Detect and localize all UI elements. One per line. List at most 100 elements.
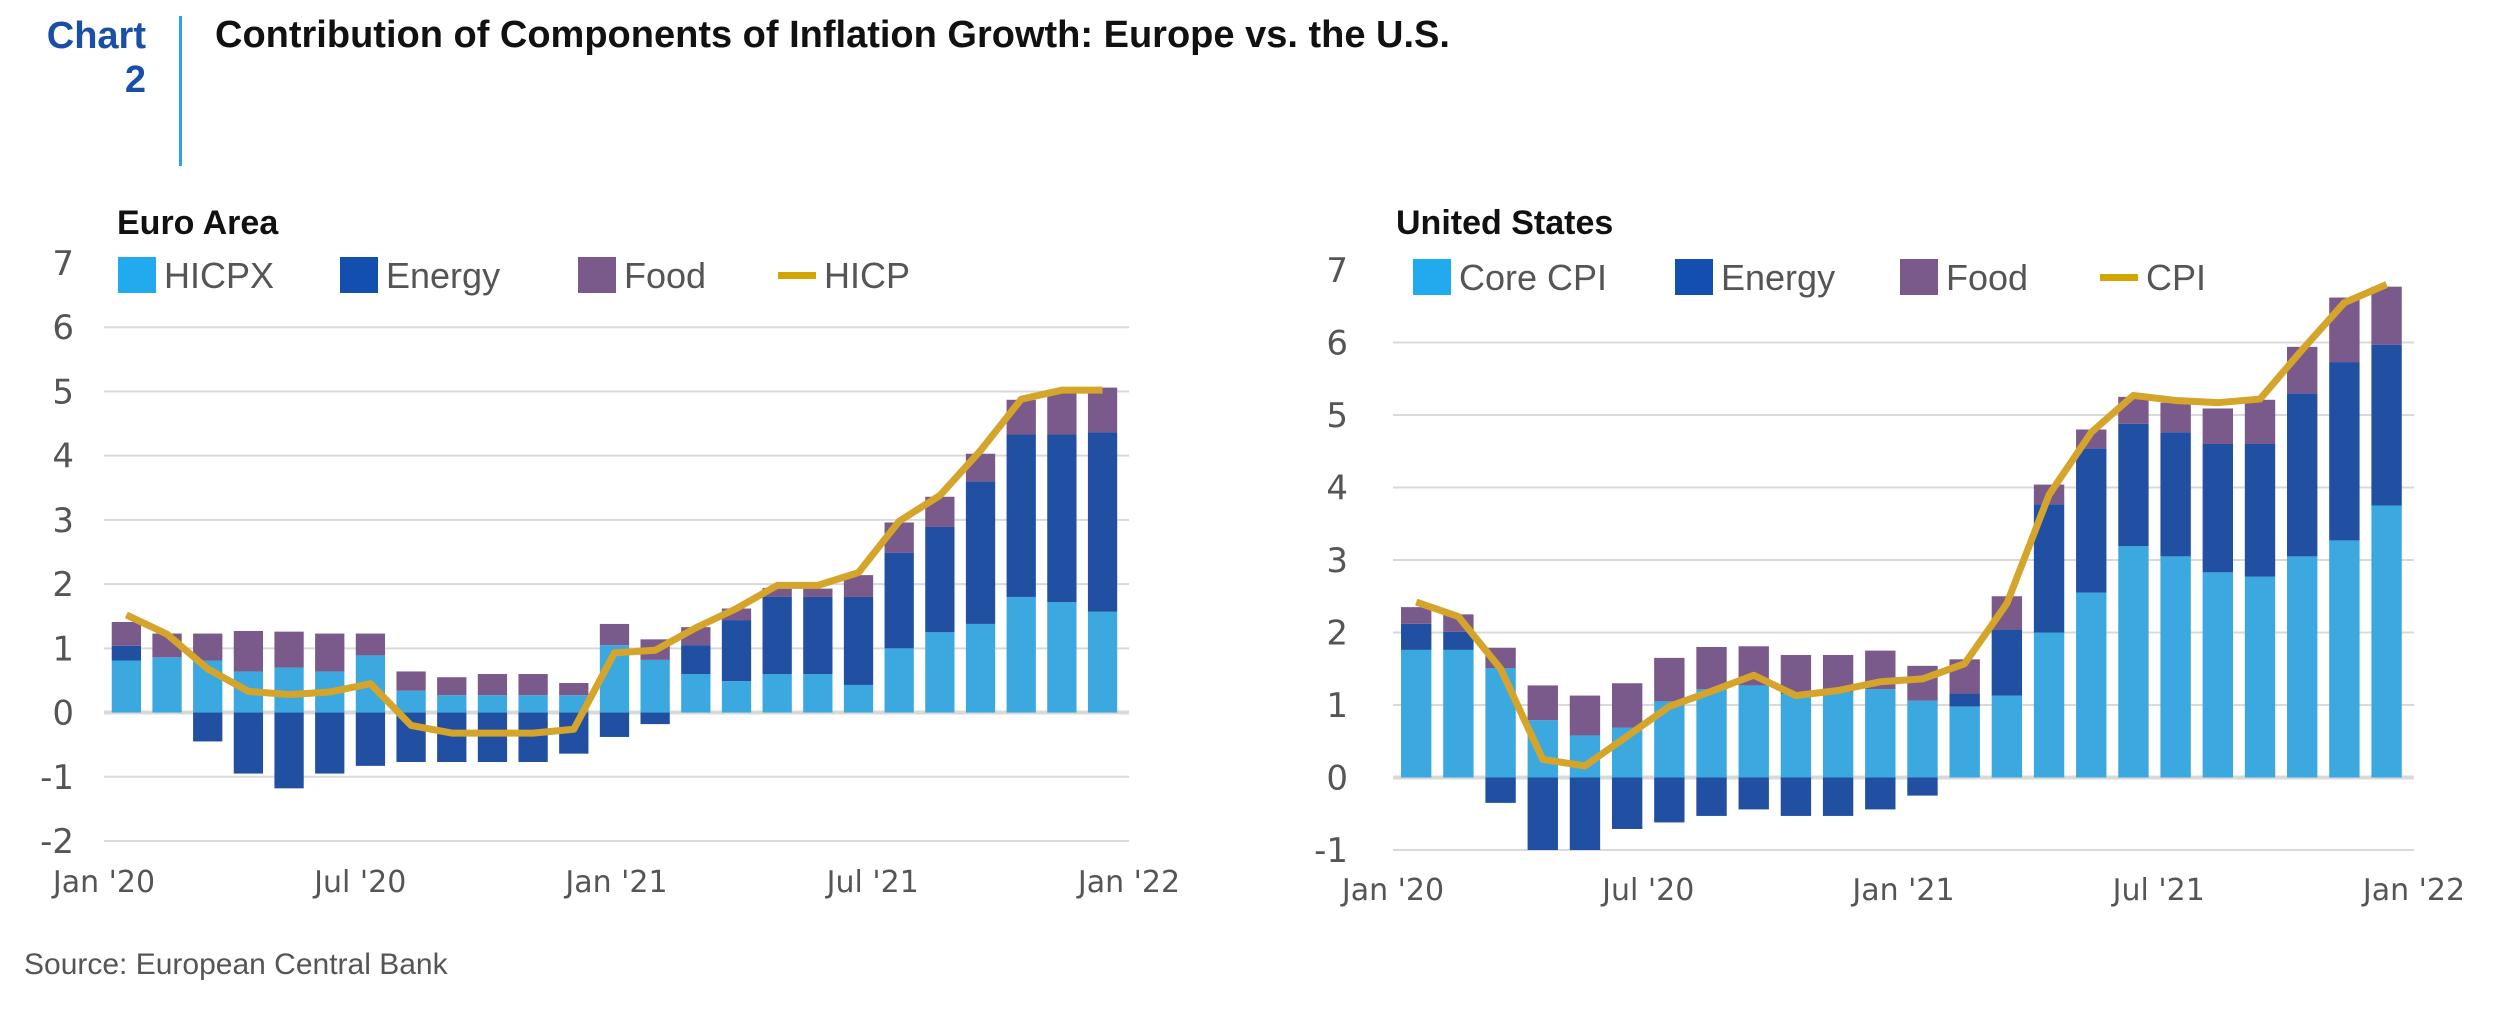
bar-food: [721, 608, 752, 621]
bar-hicpx: [477, 695, 508, 713]
bar-food: [111, 622, 142, 646]
x-tick-label: Jul '20: [312, 865, 406, 900]
bar-food: [1569, 695, 1601, 736]
bar-food: [396, 671, 426, 691]
y-tick-label: 6: [1326, 324, 1348, 364]
bar-food: [518, 674, 548, 696]
bar-energy: [599, 712, 630, 737]
bar-energy: [477, 712, 508, 763]
page-title: Contribution of Components of Inflation …: [215, 14, 1450, 56]
y-tick-label: 5: [52, 372, 74, 412]
bar-energy: [396, 712, 426, 763]
series-line-hicp: [124, 386, 1103, 737]
panel-title: United States: [1396, 204, 1613, 242]
bar-core-cpi: [2371, 505, 2402, 778]
bar-energy: [1485, 777, 1516, 803]
y-tick-label: 4: [1326, 469, 1348, 509]
x-tick-label: Jul '21: [825, 865, 919, 900]
y-tick-label: 0: [52, 694, 74, 734]
legend-item: Food: [1900, 257, 2028, 298]
x-tick-label: Jan '20: [1340, 873, 1444, 908]
bar-hicpx: [762, 674, 792, 713]
bar-core-cpi: [1443, 649, 1474, 778]
bar-hicpx: [1006, 596, 1036, 713]
x-tick-label: Jan '21: [1850, 873, 1954, 908]
bar-food: [477, 674, 508, 696]
bar-core-cpi: [1780, 694, 1812, 778]
y-tick-label: -1: [40, 758, 74, 798]
bar-energy: [2287, 393, 2318, 557]
legend-item: CPI: [2100, 257, 2206, 298]
y-tick-label: 7: [1326, 251, 1348, 291]
bar-energy: [2118, 423, 2149, 547]
legend-label: Energy: [1721, 257, 1835, 298]
x-tick-label: Jan '22: [1076, 865, 1180, 900]
legend-label: Energy: [386, 255, 500, 296]
bar-energy: [193, 712, 223, 742]
bar-food: [1047, 391, 1077, 435]
y-tick-label: 1: [52, 629, 74, 669]
legend-item: HICP: [778, 255, 910, 296]
bar-energy: [925, 526, 955, 633]
bar-hicpx: [681, 674, 711, 713]
bar-energy: [1949, 693, 1980, 707]
bar-energy: [2202, 444, 2234, 573]
bar-energy: [2160, 432, 2191, 557]
bar-hicpx: [925, 632, 955, 713]
bar-food: [1527, 685, 1558, 721]
bar-energy: [1654, 777, 1685, 823]
legend-swatch-food: [578, 257, 616, 293]
bar-food: [1611, 683, 1643, 728]
y-tick-label: 4: [52, 437, 74, 477]
bar-food: [2371, 286, 2402, 345]
y-tick-label: -1: [1314, 831, 1348, 871]
bar-core-cpi: [2118, 546, 2149, 778]
bar-hicpx: [1047, 602, 1077, 713]
bar-energy: [274, 712, 304, 789]
bar-food: [1654, 657, 1685, 702]
x-tick-label: Jan '21: [563, 865, 667, 900]
legend-swatch-line: [2100, 274, 2138, 281]
chart-number-label: Chart 2: [0, 14, 146, 102]
legend-swatch-hicpx: [118, 257, 156, 293]
bar-food: [1006, 399, 1036, 435]
bar-core-cpi: [2244, 576, 2276, 778]
y-tick-label: 3: [1326, 541, 1348, 581]
source-note: Source: European Central Bank: [24, 948, 448, 981]
y-tick-label: 0: [1326, 759, 1348, 799]
legend-swatch-core-cpi: [1413, 259, 1451, 295]
bar-core-cpi: [1991, 695, 2023, 778]
bar-food: [2244, 399, 2276, 444]
bar-energy: [1087, 432, 1118, 612]
bar-energy: [1006, 434, 1036, 597]
bar-core-cpi: [1907, 700, 1938, 778]
bar-energy: [1401, 623, 1432, 650]
x-tick-label: Jul '20: [1600, 873, 1694, 908]
y-tick-label: -2: [40, 822, 74, 862]
legend-item: Food: [578, 255, 706, 296]
bar-food: [274, 631, 304, 668]
y-tick-label: 2: [1326, 614, 1348, 654]
y-tick-label: 2: [52, 565, 74, 605]
bar-energy: [965, 481, 996, 624]
legend-item: Energy: [340, 255, 500, 296]
bar-hicpx: [803, 674, 833, 713]
bar-hicpx: [721, 681, 752, 713]
x-tick-label: Jan '20: [51, 865, 155, 900]
bar-core-cpi: [2202, 572, 2234, 778]
bar-food: [315, 633, 345, 672]
bar-food: [2329, 297, 2360, 363]
bar-hicpx: [111, 660, 142, 713]
bar-hicpx: [152, 657, 182, 713]
bar-energy: [1991, 629, 2023, 696]
bar-food: [599, 623, 630, 646]
y-tick-label: 7: [52, 244, 74, 284]
bar-core-cpi: [2076, 592, 2107, 778]
bar-energy: [721, 620, 752, 682]
y-tick-label: 3: [52, 501, 74, 541]
bar-core-cpi: [1696, 689, 1727, 778]
bar-food: [1907, 665, 1938, 701]
bar-hicpx: [274, 667, 304, 713]
